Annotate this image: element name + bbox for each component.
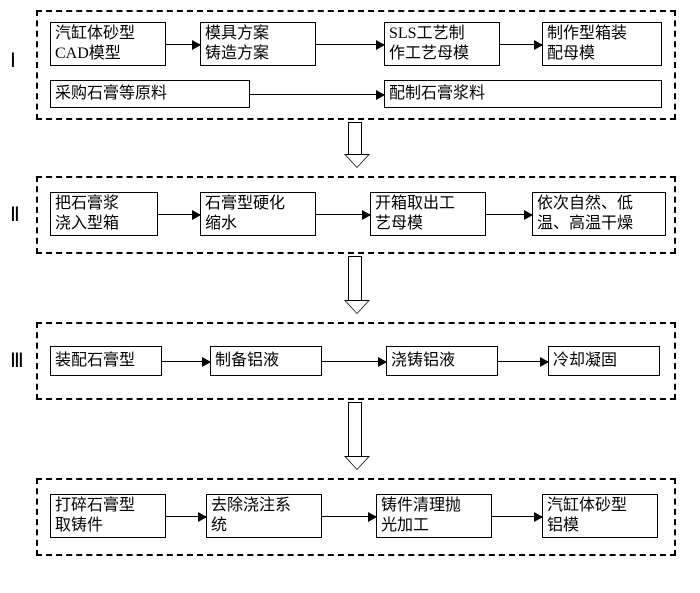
- box-s1b6: 配制石膏浆料: [384, 80, 662, 108]
- box-s3b4: 冷却凝固: [548, 346, 660, 376]
- stage-connector-arrow: [344, 122, 366, 168]
- box-s2b2: 石膏型硬化 缩水: [200, 192, 316, 236]
- box-s4b2: 去除浇注系 统: [206, 494, 322, 538]
- box-s1b1: 汽缸体砂型 CAD模型: [50, 22, 166, 66]
- arrow: [158, 214, 200, 215]
- arrow: [498, 361, 548, 362]
- box-s3b2: 制备铝液: [210, 346, 322, 376]
- box-s2b4: 依次自然、低 温、高温干燥: [532, 192, 666, 236]
- box-s1b2: 模具方案 铸造方案: [200, 22, 316, 66]
- arrow: [316, 44, 384, 45]
- box-s4b3: 铸件清理抛 光加工: [376, 494, 492, 538]
- arrow: [162, 361, 210, 362]
- box-s4b1: 打碎石膏型 取铸件: [50, 494, 166, 538]
- stage-3-label: Ⅲ: [10, 348, 24, 373]
- arrow: [166, 44, 200, 45]
- stage-1-label: Ⅰ: [10, 48, 16, 73]
- box-s4b4: 汽缸体砂型 铝模: [542, 494, 658, 538]
- box-s1b3: SLS工艺制 作工艺母模: [384, 22, 500, 66]
- stage-connector-arrow: [344, 402, 366, 470]
- flowchart-canvas: Ⅰ 汽缸体砂型 CAD模型 模具方案 铸造方案 SLS工艺制 作工艺母模 制作型…: [0, 0, 700, 593]
- stage-connector-arrow: [344, 256, 366, 314]
- arrow: [322, 516, 376, 517]
- box-s1b4: 制作型箱装 配母模: [542, 22, 662, 66]
- arrow: [500, 44, 542, 45]
- stage-2-label: Ⅱ: [10, 202, 20, 227]
- arrow: [166, 516, 206, 517]
- box-s3b1: 装配石膏型: [50, 346, 162, 376]
- box-s1b5: 采购石膏等原料: [50, 80, 250, 108]
- arrow: [250, 94, 384, 95]
- box-s2b1: 把石膏浆 浇入型箱: [50, 192, 158, 236]
- box-s3b3: 浇铸铝液: [386, 346, 498, 376]
- box-s2b3: 开箱取出工 艺母模: [370, 192, 486, 236]
- arrow: [486, 214, 532, 215]
- arrow: [316, 214, 370, 215]
- arrow: [322, 361, 386, 362]
- arrow: [492, 516, 542, 517]
